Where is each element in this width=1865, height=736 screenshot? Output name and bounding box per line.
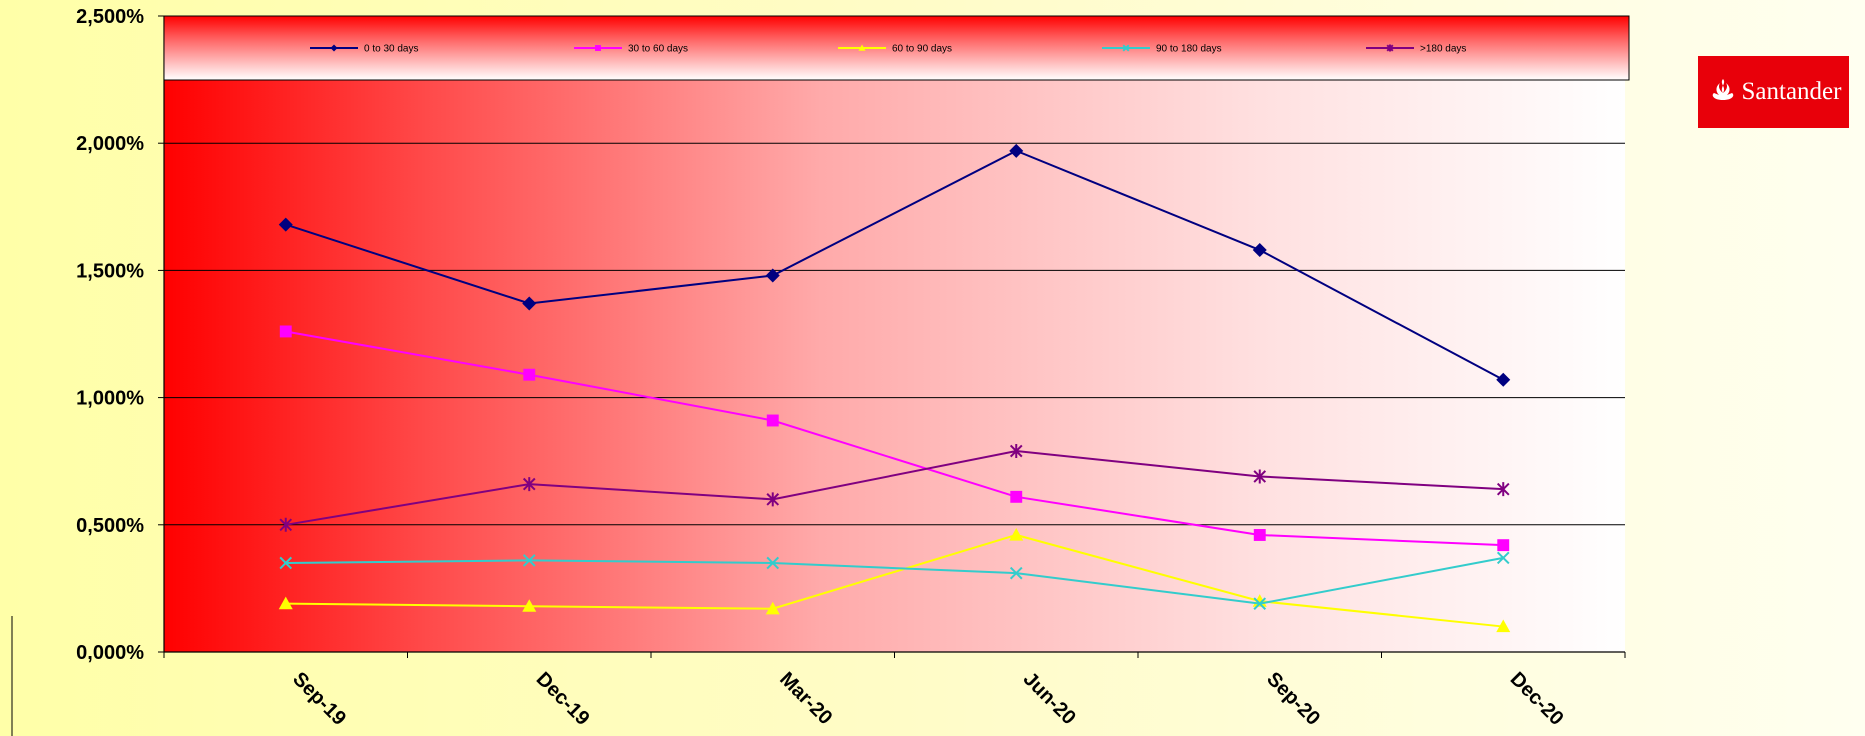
legend-item: 30 to 60 days bbox=[574, 44, 688, 55]
data-point bbox=[1253, 529, 1266, 541]
series-5 bbox=[279, 444, 1510, 532]
series-line bbox=[285, 149, 1504, 381]
data-point bbox=[1497, 539, 1510, 552]
x-tick-label: Sep-19 bbox=[288, 668, 350, 730]
series-group bbox=[278, 143, 1511, 633]
x-tick-label: Sep-20 bbox=[1262, 668, 1324, 730]
legend: 0 to 30 days 30 to 60 days 60 to 90 days 90… bbox=[310, 44, 1466, 55]
series-3 bbox=[278, 527, 1511, 633]
data-point bbox=[766, 414, 779, 427]
legend-item: >180 days bbox=[1366, 44, 1466, 55]
legend-marker bbox=[330, 44, 338, 52]
data-point bbox=[523, 368, 536, 381]
data-point bbox=[766, 492, 780, 507]
x-tick-label: Dec-20 bbox=[1506, 668, 1568, 730]
data-point bbox=[522, 296, 537, 311]
data-point bbox=[522, 477, 536, 492]
series-4 bbox=[279, 551, 1510, 610]
legend-marker bbox=[595, 45, 601, 51]
data-point bbox=[279, 325, 292, 338]
y-tick-label: 2,500% bbox=[76, 6, 144, 28]
series-1 bbox=[278, 143, 1511, 387]
legend-label: 60 to 90 days bbox=[892, 44, 952, 55]
legend-label: 30 to 60 days bbox=[628, 44, 688, 55]
y-tick-label: 2,000% bbox=[76, 133, 144, 155]
x-tick-label: Mar-20 bbox=[775, 668, 836, 729]
legend-item: 0 to 30 days bbox=[310, 44, 418, 55]
series-line bbox=[285, 533, 1504, 628]
data-point bbox=[522, 554, 536, 567]
data-point bbox=[1009, 566, 1023, 580]
data-point bbox=[1496, 482, 1510, 497]
data-point bbox=[766, 556, 780, 570]
data-point bbox=[278, 217, 293, 232]
flame-icon bbox=[1710, 78, 1736, 107]
series-line bbox=[285, 330, 1504, 547]
y-tick-label: 0,500% bbox=[76, 515, 144, 537]
data-point bbox=[279, 517, 293, 532]
data-point bbox=[522, 599, 537, 612]
x-tick-label: Jun-20 bbox=[1019, 668, 1080, 729]
y-tick-label: 1,500% bbox=[76, 260, 144, 282]
data-point bbox=[1496, 372, 1511, 387]
data-point bbox=[765, 268, 780, 283]
data-point bbox=[1252, 243, 1267, 258]
x-tick-label: Dec-19 bbox=[532, 668, 594, 730]
data-point bbox=[1496, 551, 1510, 565]
legend-label: 0 to 30 days bbox=[364, 44, 418, 55]
legend-label: 90 to 180 days bbox=[1156, 44, 1222, 55]
data-point bbox=[1009, 444, 1023, 459]
data-point bbox=[1253, 469, 1267, 484]
y-tick-label: 0,000% bbox=[76, 642, 144, 664]
series-line bbox=[285, 450, 1504, 526]
data-point bbox=[1253, 597, 1267, 610]
data-point bbox=[1009, 143, 1024, 158]
data-point bbox=[1496, 619, 1511, 633]
legend-marker bbox=[1122, 44, 1130, 52]
brand-name: Santander bbox=[1741, 78, 1842, 105]
data-point bbox=[1010, 490, 1023, 503]
santander-logo: Santander bbox=[1698, 56, 1849, 128]
plot-area bbox=[164, 16, 1625, 652]
series-2 bbox=[279, 325, 1510, 552]
data-point bbox=[278, 596, 293, 610]
legend-item: 60 to 90 days bbox=[838, 44, 952, 55]
legend-label: >180 days bbox=[1420, 44, 1466, 55]
data-point bbox=[279, 556, 293, 570]
data-point bbox=[765, 601, 780, 615]
data-point bbox=[1009, 527, 1024, 541]
legend-marker bbox=[858, 44, 866, 51]
y-tick-label: 1,000% bbox=[76, 388, 144, 410]
legend-marker bbox=[1386, 44, 1394, 52]
legend-item: 90 to 180 days bbox=[1102, 44, 1222, 55]
series-line bbox=[285, 556, 1504, 605]
